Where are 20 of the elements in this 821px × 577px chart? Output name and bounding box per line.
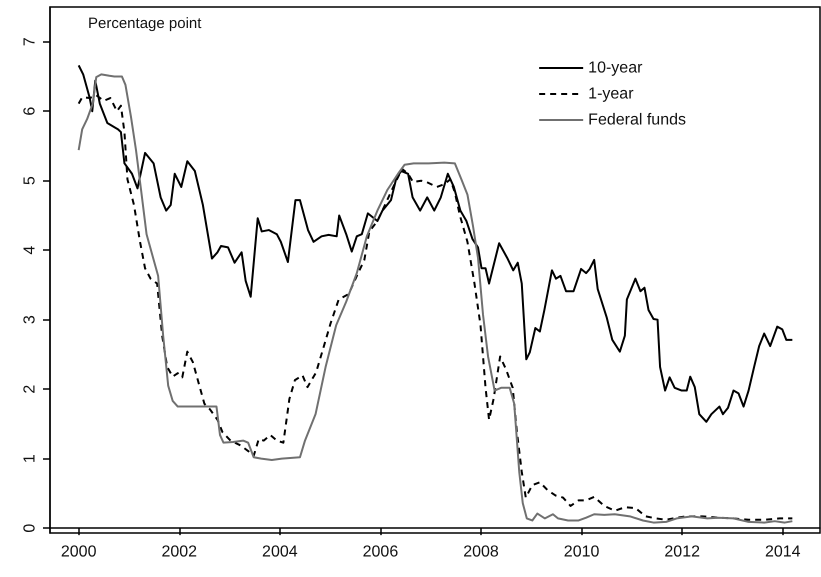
x-tick-label: 2012 — [664, 544, 700, 560]
y-tick-label: 1 — [22, 454, 38, 464]
legend-label: 10-year — [588, 60, 644, 76]
y-tick-label: 6 — [22, 106, 38, 116]
x-tick-label: 2004 — [262, 544, 298, 560]
y-tick-label: 3 — [22, 315, 38, 324]
legend-label: Federal funds — [588, 112, 686, 128]
y-tick-label: 4 — [22, 246, 38, 255]
x-tick-label: 2000 — [60, 544, 97, 560]
x-tick-label: 2010 — [564, 544, 600, 560]
x-tick-label: 2006 — [362, 544, 398, 560]
y-tick-label: 2 — [22, 384, 38, 394]
y-tick-label: 0 — [22, 524, 38, 533]
x-tick-label: 2008 — [463, 544, 499, 560]
annotation: Percentage point — [88, 15, 202, 32]
legend-label: 1-year — [588, 86, 634, 102]
y-tick-label: 7 — [22, 37, 38, 46]
x-tick-label: 2014 — [764, 544, 801, 560]
x-tick-label: 2002 — [161, 544, 198, 560]
y-tick-label: 5 — [22, 176, 38, 186]
